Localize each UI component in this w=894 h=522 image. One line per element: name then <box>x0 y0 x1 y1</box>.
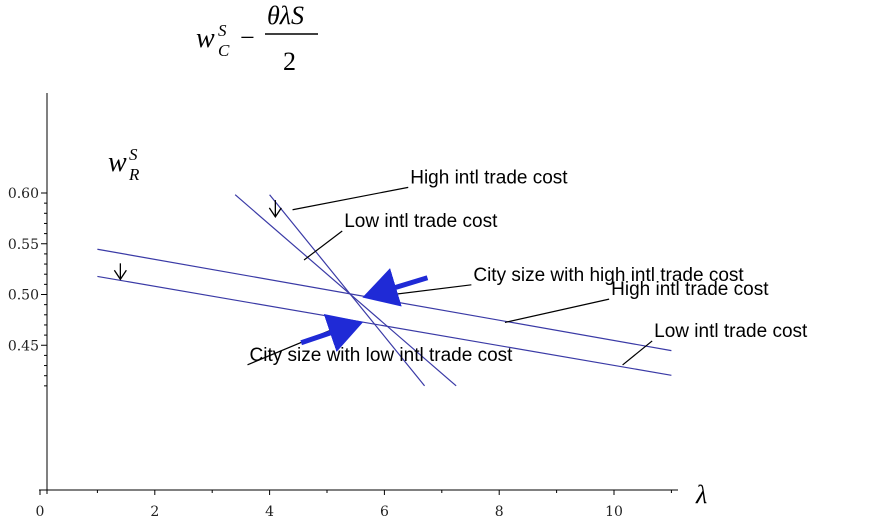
annotation-label: High intl trade cost <box>611 279 769 300</box>
wc-sup: S <box>218 21 227 40</box>
x-axis-label: λ <box>695 480 707 509</box>
annotation-label: City size with high intl trade cost <box>473 265 744 286</box>
axes: 0 2 4 6 8 10 0.45 0.50 0.55 0.60 <box>8 93 678 520</box>
wc-minus: − <box>240 23 255 52</box>
curve-label-wr: w S R <box>108 145 140 184</box>
annotation-leader <box>292 186 409 211</box>
x-tick-label: 8 <box>495 504 504 520</box>
series-line-3 <box>234 194 457 387</box>
annotation-label: Low intl trade cost <box>344 211 498 232</box>
y-tick-label: 0.45 <box>8 338 39 354</box>
wc-sub: C <box>218 41 230 60</box>
shift-arrow-head <box>268 207 282 219</box>
series-line-2 <box>97 275 672 376</box>
x-tick-label: 0 <box>36 504 45 520</box>
y-tick-label: 0.60 <box>8 186 39 202</box>
x-tick-label: 6 <box>380 504 389 520</box>
shift-arrow-head <box>113 269 127 281</box>
blue-arrow <box>362 268 429 307</box>
wr-sup: S <box>129 145 138 164</box>
shift-arrows <box>113 200 282 281</box>
wc-denominator: 2 <box>283 47 296 76</box>
annotation-leader <box>504 298 610 323</box>
annotation-leader <box>303 230 343 261</box>
annotation-label: City size with low intl trade cost <box>250 345 514 366</box>
blue-arrow <box>300 314 364 352</box>
blue-arrows <box>300 268 429 352</box>
annotation-labels: High intl trade cost Low intl trade cost C… <box>250 167 809 365</box>
wr-base: w <box>108 147 127 178</box>
x-tick-label: 2 <box>150 504 159 520</box>
series-line-4 <box>269 194 426 387</box>
wc-numerator: θλS <box>267 1 304 30</box>
annotation-label: High intl trade cost <box>410 167 568 188</box>
annotation-leader <box>622 340 653 366</box>
y-tick-label: 0.50 <box>8 288 39 304</box>
curve-label-wc: w S C − θλS 2 <box>196 1 318 76</box>
y-tick-label: 0.55 <box>8 237 39 253</box>
wc-base: w <box>196 23 215 54</box>
x-tick-label: 10 <box>605 504 623 520</box>
annotation-label: Low intl trade cost <box>654 321 808 342</box>
x-tick-label: 4 <box>265 504 274 520</box>
wr-sub: R <box>128 165 140 184</box>
